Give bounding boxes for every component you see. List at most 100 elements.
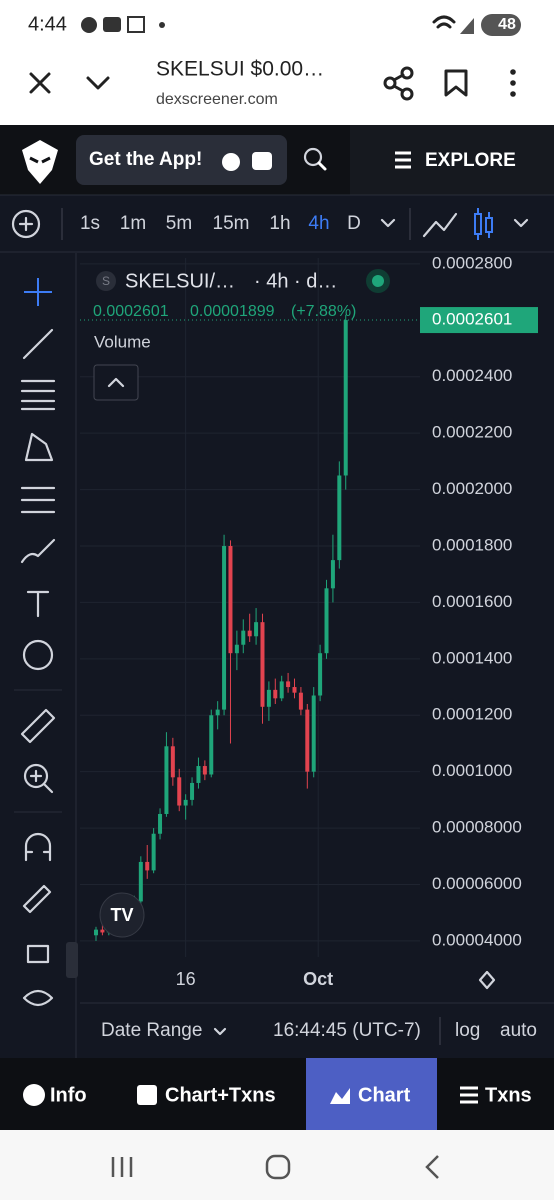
legend-change-pct: (+7.88%) bbox=[291, 303, 356, 320]
candle-body bbox=[318, 653, 323, 696]
tool-bar bbox=[0, 253, 76, 1058]
app-bg bbox=[0, 125, 554, 1130]
close-button[interactable] bbox=[29, 72, 51, 94]
search-handle bbox=[317, 161, 327, 171]
date-range-caret bbox=[213, 1027, 227, 1036]
candle-body bbox=[273, 689, 278, 699]
candle-style-button[interactable] bbox=[474, 208, 493, 240]
brush-tool[interactable] bbox=[20, 538, 56, 564]
y-tick-label: 0.0002000 bbox=[432, 479, 512, 498]
apple-icon bbox=[222, 153, 240, 171]
collapse-toolbar[interactable] bbox=[66, 942, 78, 978]
search-button[interactable] bbox=[303, 147, 323, 167]
bookmark-button[interactable] bbox=[444, 69, 468, 97]
back-button[interactable] bbox=[425, 1155, 439, 1179]
zoom-plus bbox=[29, 769, 54, 794]
battery bbox=[481, 14, 521, 36]
candle-body bbox=[266, 689, 271, 707]
status-icon bbox=[103, 17, 121, 32]
page-url: dexscreener.com bbox=[156, 91, 278, 108]
interval-button[interactable]: 15m bbox=[213, 213, 250, 234]
lock-tool[interactable] bbox=[26, 944, 50, 964]
nav-bar bbox=[0, 1130, 554, 1200]
legend-interval: · 4h · d… bbox=[254, 270, 337, 292]
candle-body bbox=[254, 622, 259, 637]
candle-body bbox=[222, 546, 227, 710]
candle-body bbox=[337, 475, 342, 561]
interval-button[interactable]: 1m bbox=[120, 213, 146, 234]
interval-button[interactable]: 1h bbox=[269, 213, 290, 234]
candle-body bbox=[190, 782, 195, 800]
line-style-button[interactable] bbox=[422, 212, 458, 238]
candle-body bbox=[279, 681, 284, 699]
candle-body bbox=[311, 695, 316, 772]
explore-button[interactable]: EXPLORE bbox=[425, 150, 516, 171]
interval-button[interactable]: 4h bbox=[308, 213, 329, 234]
hide-tool[interactable] bbox=[22, 989, 54, 1007]
add-indicator[interactable] bbox=[11, 209, 41, 239]
ruler-tool[interactable] bbox=[20, 708, 56, 744]
auto-toggle[interactable]: auto bbox=[500, 1020, 537, 1041]
x-tick-label: Oct bbox=[303, 969, 333, 989]
share-button[interactable] bbox=[383, 66, 414, 101]
candle-body bbox=[286, 681, 291, 688]
tab-txns[interactable]: Txns bbox=[485, 1084, 532, 1106]
explore-icon bbox=[395, 151, 411, 169]
tab-info[interactable]: Info bbox=[50, 1084, 87, 1106]
candle-body bbox=[164, 746, 169, 814]
settings-button[interactable] bbox=[478, 970, 496, 990]
y-tick-label: 0.0002400 bbox=[432, 366, 512, 385]
projection-tool[interactable] bbox=[20, 486, 56, 514]
tool-icons bbox=[14, 278, 78, 1007]
crosshair-tool[interactable] bbox=[24, 278, 52, 306]
home-button[interactable] bbox=[265, 1154, 291, 1180]
fib-tool[interactable] bbox=[20, 379, 56, 411]
candle-body bbox=[247, 630, 252, 637]
tab-chart[interactable]: Chart bbox=[358, 1084, 411, 1106]
candle-body bbox=[209, 715, 214, 775]
get-app-label: Get the App! bbox=[89, 149, 202, 170]
candle-body bbox=[158, 813, 163, 834]
add-icon bbox=[18, 216, 34, 232]
date-range-button[interactable]: Date Range bbox=[101, 1020, 202, 1041]
lock-draw-tool[interactable] bbox=[22, 884, 52, 914]
text-tool[interactable] bbox=[26, 590, 50, 618]
candle-body bbox=[343, 320, 348, 476]
chart-icon bbox=[330, 1088, 350, 1104]
volume-label: Volume bbox=[94, 332, 151, 351]
y-tick-label: 0.00006000 bbox=[432, 874, 522, 893]
symbol-icon-bg bbox=[96, 271, 116, 291]
expand-button[interactable] bbox=[86, 76, 110, 90]
status-icon bbox=[127, 16, 145, 33]
logo[interactable] bbox=[22, 140, 58, 184]
tab-bg bbox=[306, 1058, 437, 1130]
last-price-badge bbox=[420, 307, 538, 334]
status-dot bbox=[159, 22, 165, 28]
magnet-tool[interactable] bbox=[24, 832, 52, 862]
pattern-tool[interactable] bbox=[24, 432, 54, 462]
more-intervals[interactable] bbox=[380, 218, 396, 228]
emoji-tool[interactable] bbox=[22, 639, 54, 671]
tab-chart-txns[interactable]: Chart+Txns bbox=[165, 1084, 276, 1106]
candle-body bbox=[100, 929, 105, 933]
collapse-legend[interactable] bbox=[93, 364, 139, 401]
y-tick-label: 0.0001400 bbox=[432, 648, 512, 667]
interval-button[interactable]: 1s bbox=[80, 213, 100, 234]
explore-bg bbox=[350, 125, 554, 195]
zoom-tool[interactable] bbox=[23, 763, 49, 789]
clock: 16:44:45 (UTC-7) bbox=[273, 1020, 421, 1041]
interval-button[interactable]: 5m bbox=[166, 213, 192, 234]
interval-button[interactable]: D bbox=[347, 213, 361, 234]
page-title: SKELSUI $0.00… bbox=[156, 58, 324, 81]
y-tick-label: 0.0002800 bbox=[432, 253, 512, 272]
tradingview-logo[interactable] bbox=[99, 892, 145, 938]
tradingview-mark: TV bbox=[110, 905, 133, 925]
candle-body bbox=[324, 588, 329, 654]
menu-button[interactable] bbox=[510, 69, 516, 97]
log-toggle[interactable]: log bbox=[455, 1020, 480, 1041]
more-styles[interactable] bbox=[513, 218, 529, 228]
get-app-button[interactable] bbox=[76, 135, 287, 185]
line-tool[interactable] bbox=[22, 328, 54, 360]
recents-button[interactable] bbox=[111, 1157, 133, 1177]
